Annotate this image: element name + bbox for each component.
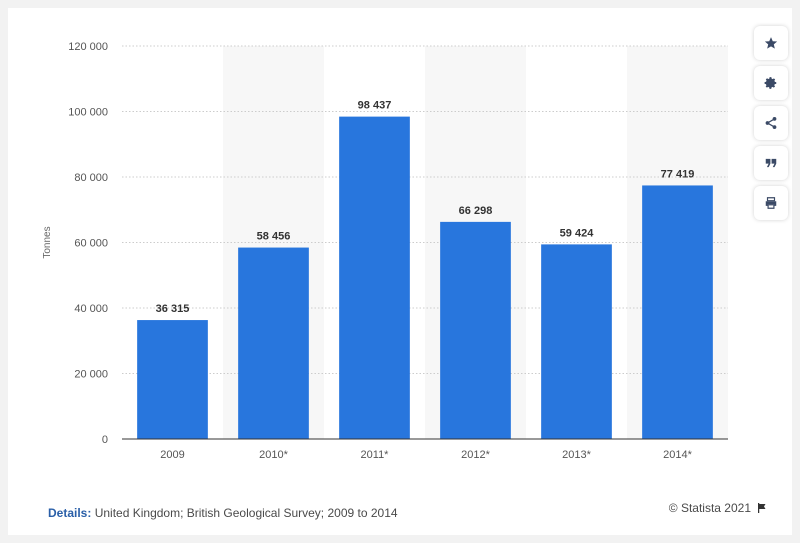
y-axis-ticks: 0 20 000 40 000 60 000 80 000 100 000 120 000 (68, 41, 108, 446)
value-label: 66 298 (459, 205, 493, 217)
value-labels: 36 315 58 456 98 437 66 298 59 424 77 419 (156, 100, 695, 315)
chart-toolbar (754, 26, 790, 220)
x-tick-label: 2009 (160, 449, 184, 461)
y-tick-label: 20 000 (74, 369, 108, 381)
value-label: 59 424 (560, 227, 595, 239)
chart-card: 0 20 000 40 000 60 000 80 000 100 000 120 000 … (8, 8, 792, 535)
bar[interactable] (541, 244, 612, 439)
x-axis-labels: 2009 2010* 2011* 2012* 2013* 2014* (160, 449, 692, 461)
bar[interactable] (339, 116, 410, 439)
y-tick-label: 80 000 (74, 172, 108, 184)
statista-credit[interactable]: © Statista 2021 (669, 501, 768, 515)
y-tick-label: 60 000 (74, 238, 108, 250)
value-label: 36 315 (156, 303, 190, 315)
details-text: United Kingdom; British Geological Surve… (94, 506, 398, 520)
share-icon (765, 117, 777, 129)
star-icon (764, 37, 778, 49)
bar[interactable] (642, 185, 713, 439)
x-tick-label: 2012* (461, 449, 490, 461)
x-tick-label: 2013* (562, 449, 591, 461)
value-label: 58 456 (257, 231, 291, 243)
details-label: Details: (48, 506, 92, 520)
value-label: 98 437 (358, 100, 392, 112)
credit-text: © Statista 2021 (668, 501, 751, 515)
bar[interactable] (137, 320, 208, 439)
gridlines (122, 45, 728, 374)
y-axis-title: Tonnes (42, 226, 53, 258)
y-tick-label: 100 000 (68, 107, 108, 119)
y-tick-label: 40 000 (74, 303, 108, 315)
value-label: 77 419 (661, 168, 695, 180)
print-icon (765, 197, 777, 209)
cite-button[interactable] (754, 146, 788, 180)
print-button[interactable] (754, 186, 788, 220)
y-tick-label: 0 (102, 434, 108, 446)
gear-icon (764, 77, 777, 89)
settings-button[interactable] (754, 66, 788, 100)
x-tick-label: 2010* (259, 449, 288, 461)
chart-details: Details: United Kingdom; British Geologi… (48, 506, 398, 520)
bar[interactable] (238, 247, 309, 439)
bars (137, 116, 713, 439)
flag-icon (758, 503, 766, 513)
x-tick-label: 2014* (663, 449, 692, 461)
bookmark-button[interactable] (754, 26, 788, 60)
share-button[interactable] (754, 106, 788, 140)
x-tick-label: 2011* (361, 449, 390, 461)
quote-icon (765, 158, 777, 168)
bar[interactable] (440, 221, 511, 439)
y-tick-label: 120 000 (68, 41, 108, 53)
